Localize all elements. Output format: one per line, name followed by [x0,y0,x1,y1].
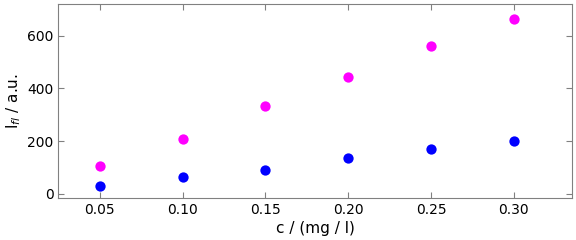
Point [95,164,104,168]
Point [178,137,187,140]
Point [509,139,518,143]
Point [509,17,518,21]
Y-axis label: I$_{fl}$ / a.u.: I$_{fl}$ / a.u. [4,73,23,129]
Point [95,185,104,188]
Point [343,156,353,160]
X-axis label: c / (mg / l): c / (mg / l) [275,221,354,236]
Point [426,147,435,151]
Point [261,104,270,108]
Point [261,168,270,172]
Point [343,75,353,78]
Point [426,44,435,48]
Point [178,175,187,179]
